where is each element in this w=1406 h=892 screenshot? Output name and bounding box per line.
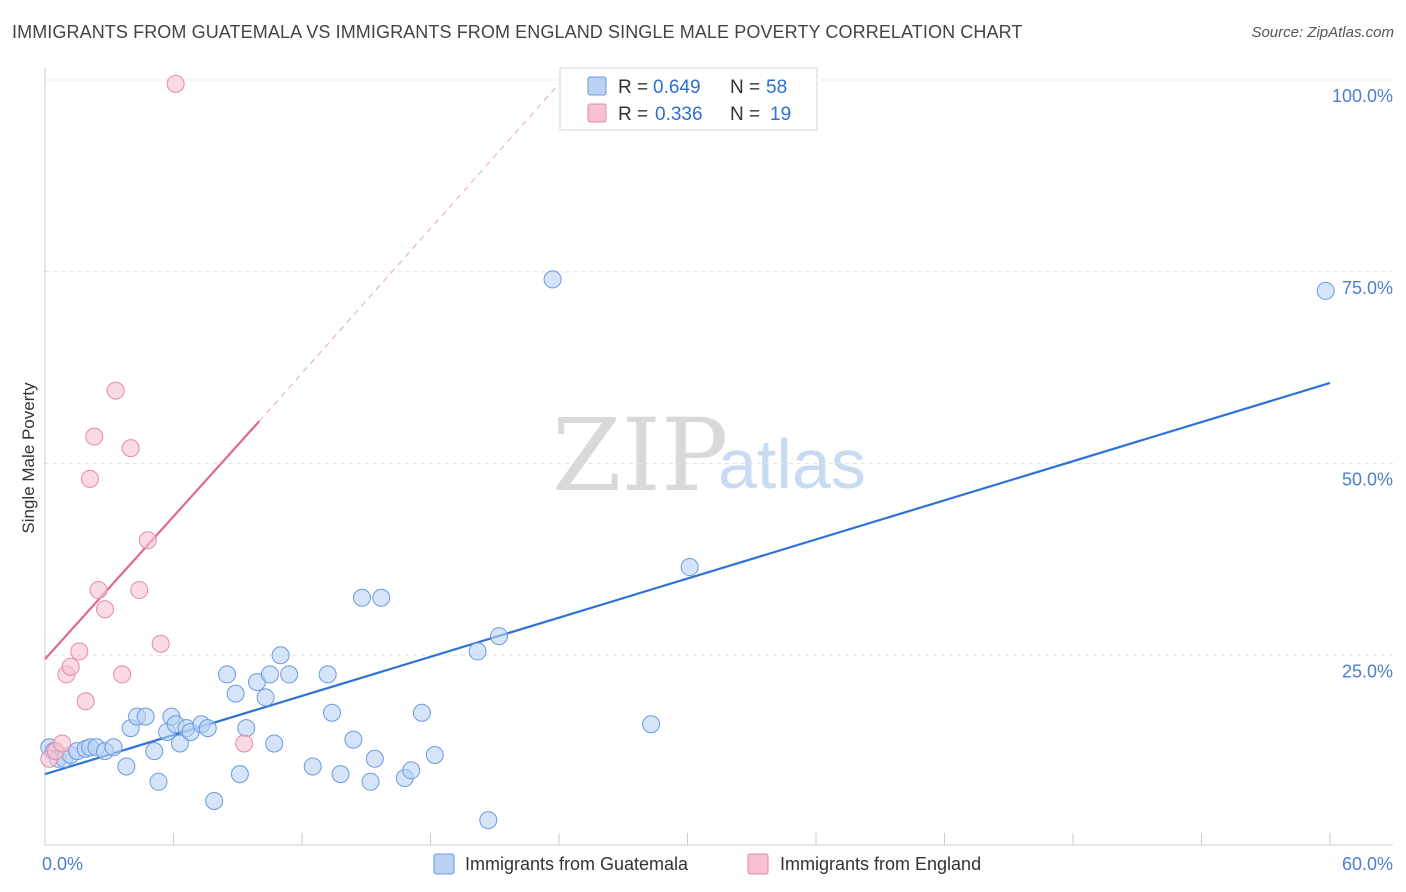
point-guatemala [226,684,245,703]
point-guatemala [198,719,217,738]
point-guatemala [331,765,350,784]
point-guatemala [425,745,444,764]
bottom-legend-label-guatemala: Immigrants from Guatemala [465,854,689,874]
point-guatemala [230,765,249,784]
watermark-zip: ZIP [552,397,728,514]
stats-legend: R = 0.649 N = 58 R = 0.336 N = 19 [559,67,818,131]
point-england [85,427,104,446]
legend-n-value: 58 [766,77,787,98]
point-guatemala [412,703,431,722]
legend-r-value: 0.336 [655,104,703,125]
point-england [151,634,170,653]
legend-swatch-guatemala [587,76,607,96]
source-label: Source: ZipAtlas.com [1251,24,1394,41]
legend-n-label: N = [730,77,760,98]
point-guatemala [205,791,224,810]
point-guatemala [117,757,136,776]
y-axis-title: Single Male Poverty [19,382,38,534]
point-england [95,600,114,619]
point-england [235,734,254,753]
scatter-points [40,74,1335,830]
y-tick-labels: 25.0% 50.0% 75.0% 100.0% [1332,86,1393,681]
bottom-legend-swatch-guatemala [433,853,455,875]
point-guatemala [145,742,164,761]
point-guatemala [149,772,168,791]
point-england [113,665,132,684]
point-guatemala [256,688,275,707]
legend-n-value: 19 [770,104,791,125]
series-legend: Immigrants from Guatemala Immigrants fro… [433,853,981,875]
point-england [106,381,125,400]
point-guatemala [479,811,498,830]
point-guatemala [490,627,509,646]
chart-title: IMMIGRANTS FROM GUATEMALA VS IMMIGRANTS … [12,22,1023,42]
point-england [61,657,80,676]
point-guatemala [402,761,421,780]
point-guatemala [104,738,123,757]
point-england [76,692,95,711]
x-tick-label: 60.0% [1342,854,1393,874]
point-guatemala [361,772,380,791]
point-england [89,581,108,600]
trend-line-guatemala [44,381,1331,776]
axes [44,68,1393,846]
point-england [80,469,99,488]
point-guatemala [271,646,290,665]
point-guatemala [468,642,487,661]
point-england [166,74,185,93]
point-guatemala [318,665,337,684]
bottom-legend-swatch-england [747,853,769,875]
point-guatemala [322,703,341,722]
point-guatemala [543,270,562,289]
y-tick-label: 50.0% [1342,470,1393,490]
bottom-legend-label-england: Immigrants from England [780,854,981,874]
legend-r-label: R = [618,77,648,98]
point-guatemala [280,665,299,684]
point-guatemala [1316,281,1335,300]
trend-line-england-extended [258,83,560,422]
legend-r-label: R = [618,104,648,125]
point-guatemala [344,730,363,749]
y-tick-label: 75.0% [1342,278,1393,298]
point-guatemala [303,757,322,776]
legend-swatch-england [587,103,607,123]
legend-r-value: 0.649 [653,77,701,98]
y-tick-label: 100.0% [1332,86,1393,106]
legend-n-label: N = [730,104,760,125]
point-england [130,581,149,600]
point-guatemala [136,707,155,726]
point-guatemala [680,558,699,577]
x-tick-labels: 0.0% 60.0% [42,854,1393,874]
point-guatemala [642,715,661,734]
point-guatemala [218,665,237,684]
y-tick-label: 25.0% [1342,661,1393,681]
point-guatemala [260,665,279,684]
point-guatemala [237,719,256,738]
point-guatemala [265,734,284,753]
point-guatemala [170,734,189,753]
x-tick-label: 0.0% [42,854,83,874]
point-england [121,439,140,458]
point-guatemala [352,588,371,607]
point-england [138,531,157,550]
point-guatemala [372,588,391,607]
point-england [70,642,89,661]
point-england [53,734,72,753]
point-guatemala [365,749,384,768]
